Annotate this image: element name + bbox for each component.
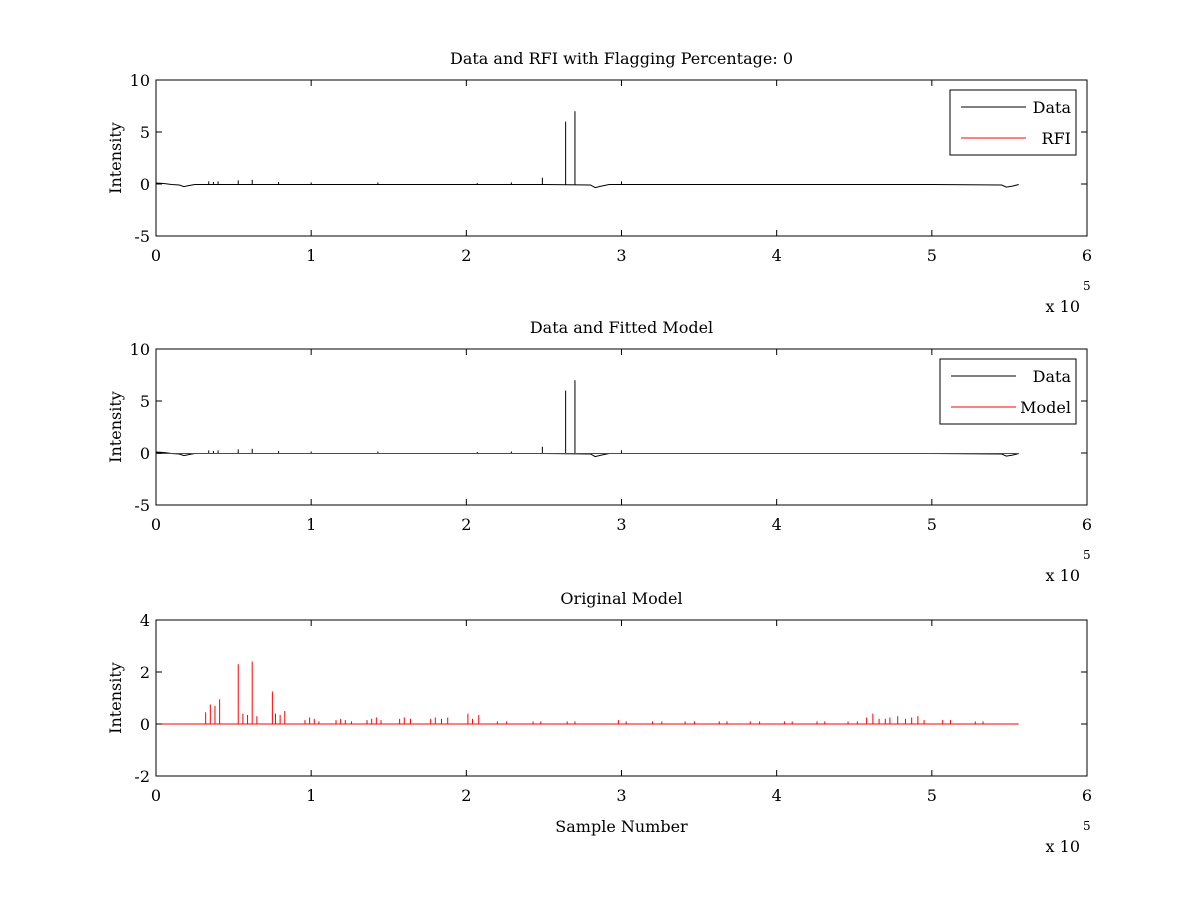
x-tick-label: 5	[927, 786, 937, 805]
x-multiplier-exponent: 5	[1083, 819, 1091, 833]
y-axis-label: Intensity	[106, 662, 125, 734]
x-multiplier-exponent: 5	[1083, 279, 1091, 293]
x-tick-label: 4	[772, 246, 782, 265]
plot-original-model: Original Model Intensity Sample Number x…	[106, 589, 1092, 856]
y-tick-label: 10	[130, 71, 150, 90]
x-tick-label: 1	[306, 786, 316, 805]
x-tick-label: 5	[927, 515, 937, 534]
x-tick-label: 0	[151, 246, 161, 265]
x-tick-label: 5	[927, 246, 937, 265]
x-multiplier-label: x 10	[1046, 297, 1080, 316]
y-tick-label: -5	[134, 227, 150, 246]
legend-label-data: Data	[1033, 367, 1072, 386]
y-axis-label: Intensity	[106, 122, 125, 194]
plot-title: Data and RFI with Flagging Percentage: 0	[450, 49, 793, 68]
series-group	[155, 111, 1019, 189]
legend-box	[949, 89, 1077, 156]
y-tick-label: 2	[140, 663, 150, 682]
x-tick-label: 0	[151, 786, 161, 805]
x-tick-label: 3	[616, 246, 626, 265]
x-tick-label: 6	[1082, 786, 1092, 805]
legend: Data RFI	[949, 89, 1077, 156]
y-tick-label: 5	[140, 123, 150, 142]
series-group	[156, 661, 1019, 725]
plot-title: Original Model	[560, 589, 682, 608]
series-group	[155, 380, 1019, 458]
legend-label-rfi: RFI	[1042, 129, 1071, 148]
y-tick-label: -2	[134, 767, 150, 786]
y-tick-label: 0	[140, 175, 150, 194]
x-tick-label: 2	[461, 786, 471, 805]
x-tick-label: 6	[1082, 515, 1092, 534]
plot-title: Data and Fitted Model	[530, 318, 713, 337]
x-tick-label: 4	[772, 786, 782, 805]
x-tick-label: 1	[306, 246, 316, 265]
x-tick-label: 2	[461, 515, 471, 534]
x-tick-label: 1	[306, 515, 316, 534]
x-tick-label: 6	[1082, 246, 1092, 265]
x-tick-label: 2	[461, 246, 471, 265]
series-data-baseline	[155, 182, 1019, 189]
y-axis-label: Intensity	[106, 391, 125, 463]
x-multiplier-label: x 10	[1046, 837, 1080, 856]
x-tick-label: 3	[616, 515, 626, 534]
y-tick-label: -5	[134, 496, 150, 515]
x-tick-label: 0	[151, 515, 161, 534]
legend-box	[939, 358, 1077, 425]
y-tick-label: 4	[140, 611, 150, 630]
y-tick-label: 10	[130, 340, 150, 359]
y-tick-label: 0	[140, 444, 150, 463]
legend-label-model: Model	[1020, 398, 1071, 417]
plot-data-and-rfi: Data and RFI with Flagging Percentage: 0…	[106, 49, 1092, 316]
x-axis-label: Sample Number	[555, 817, 688, 836]
x-multiplier-exponent: 5	[1083, 548, 1091, 562]
x-tick-label: 4	[772, 515, 782, 534]
y-tick-label: 0	[140, 715, 150, 734]
y-tick-label: 5	[140, 392, 150, 411]
legend: Data Model	[939, 358, 1077, 425]
plot-data-and-fitted-model: Data and Fitted Model Intensity x 10 5 D…	[106, 318, 1092, 585]
x-tick-label: 3	[616, 786, 626, 805]
legend-label-data: Data	[1033, 98, 1072, 117]
x-multiplier-label: x 10	[1046, 566, 1080, 585]
